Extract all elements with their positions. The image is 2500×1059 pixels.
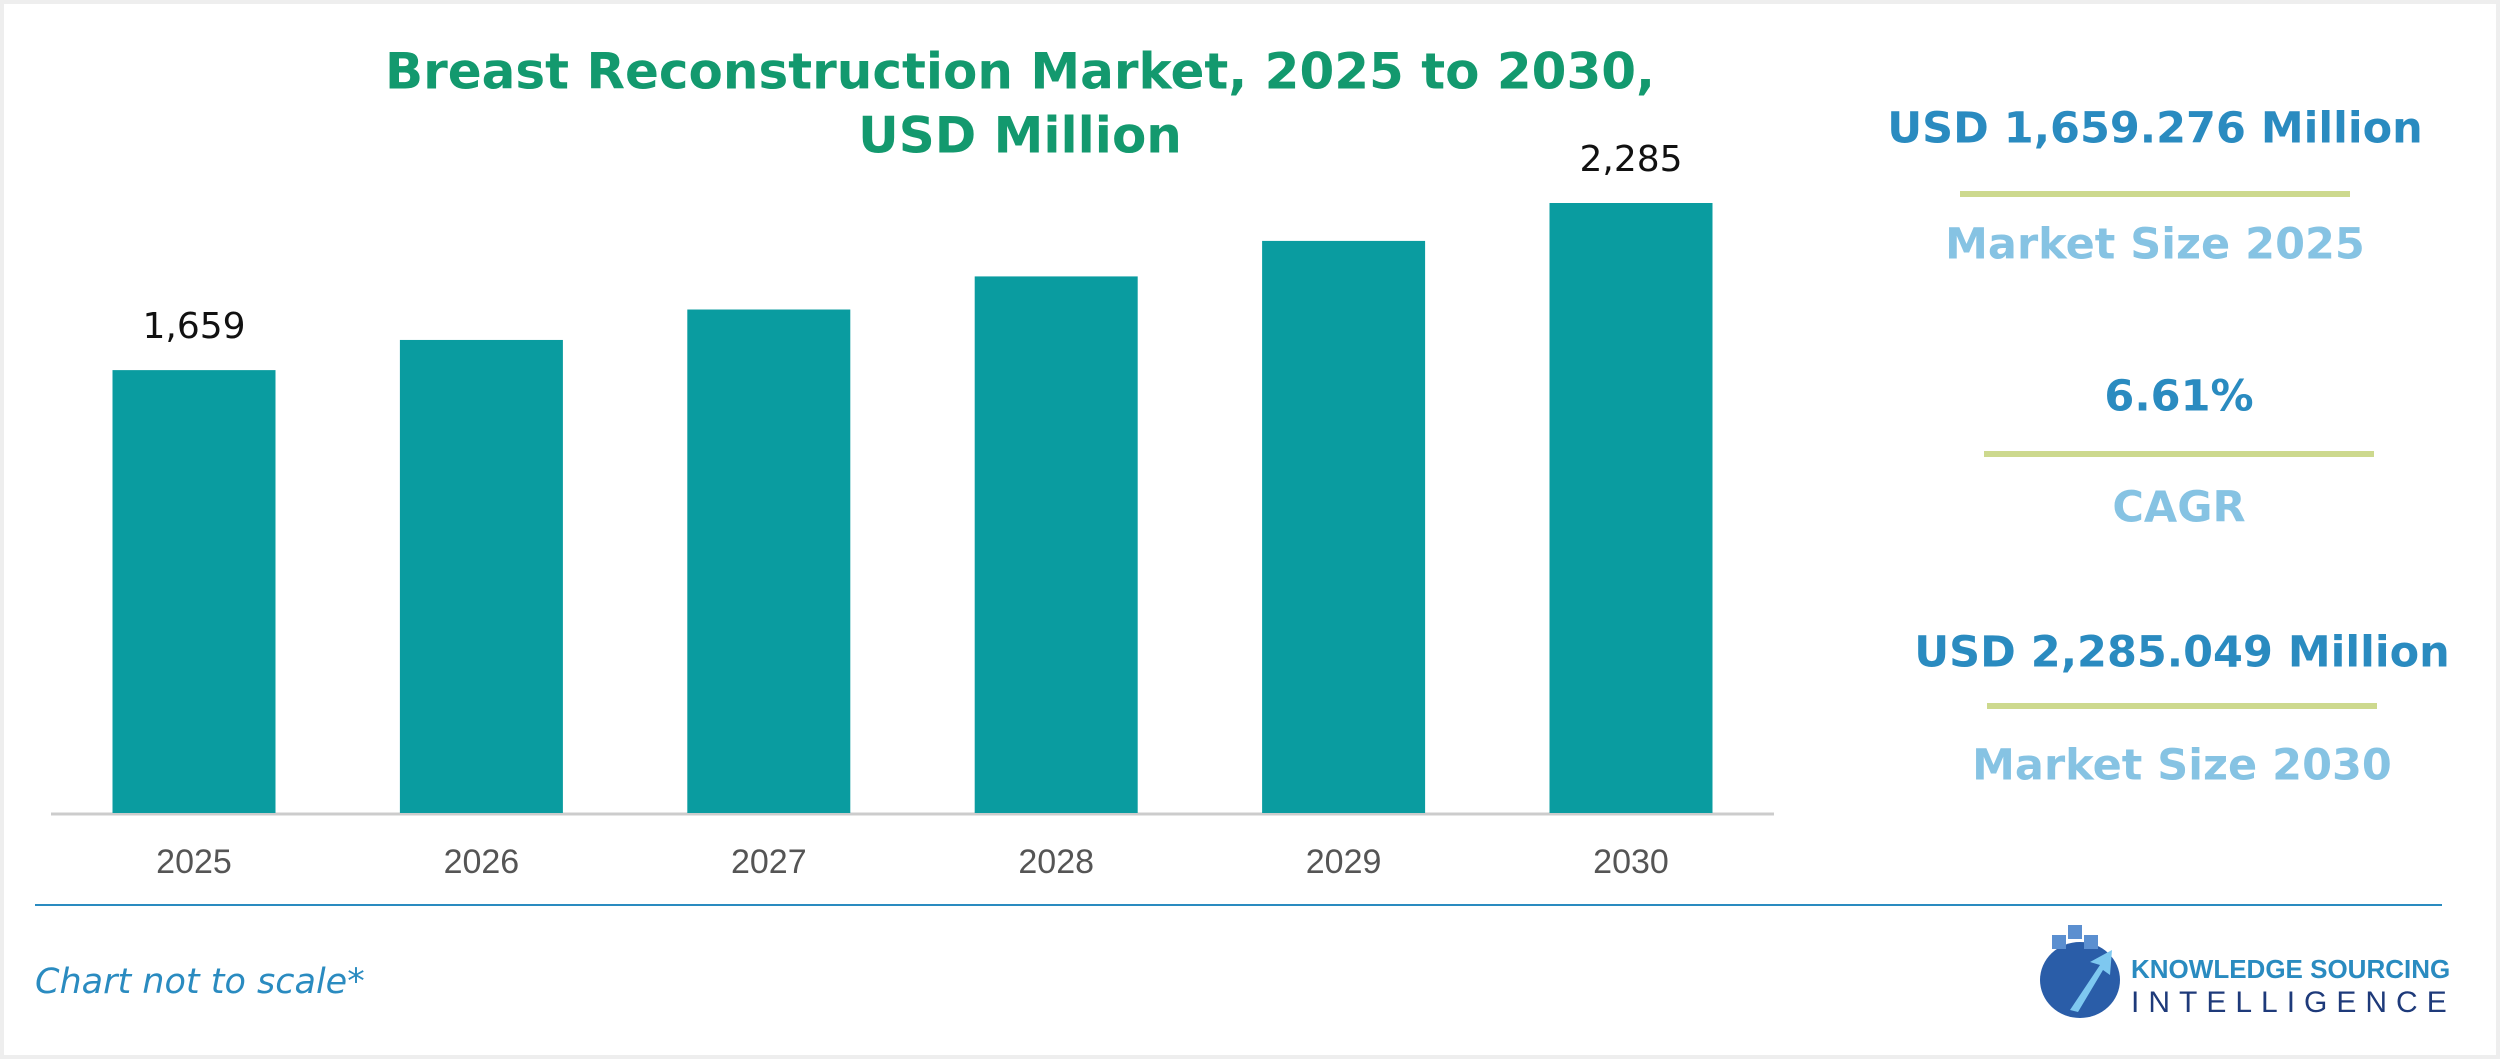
bar [112, 370, 276, 813]
bar [1549, 203, 1713, 813]
logo-icon [2068, 925, 2082, 939]
chart-title: Breast Reconstruction Market, 2025 to 20… [385, 43, 1655, 101]
x-tick-label: 2028 [1018, 843, 1094, 881]
x-tick-label: 2026 [444, 843, 520, 881]
logo: KNOWLEDGE SOURCING INTELLIGENCE [2040, 925, 2456, 1019]
value-label: 1,659 [142, 306, 245, 347]
chart-subtitle: USD Million [858, 107, 1182, 165]
kpi-label: Market Size 2030 [1972, 741, 2392, 791]
bar [687, 309, 851, 813]
x-tick-label: 2027 [731, 843, 807, 881]
kpi-value: USD 1,659.276 Million [1887, 104, 2423, 154]
value-label: 2,285 [1579, 139, 1682, 180]
bar [974, 276, 1138, 813]
bar [399, 339, 563, 813]
kpi-label: CAGR [2112, 483, 2245, 533]
logo-icon [2084, 935, 2098, 949]
kpi-value: USD 2,285.049 Million [1914, 628, 2450, 678]
logo-icon [2070, 950, 2112, 1012]
kpi-label: Market Size 2025 [1945, 220, 2365, 270]
x-tick-label: 2030 [1593, 843, 1669, 881]
footnote: Chart not to scale* [35, 962, 365, 1002]
logo-icon [2052, 935, 2066, 949]
x-tick-label: 2029 [1306, 843, 1382, 881]
x-tick-label: 2025 [156, 843, 232, 881]
kpi-value: 6.61% [2104, 372, 2253, 422]
logo-text: INTELLIGENCE [2131, 986, 2456, 1019]
logo-text: KNOWLEDGE SOURCING [2131, 954, 2450, 984]
bar [1262, 240, 1426, 814]
